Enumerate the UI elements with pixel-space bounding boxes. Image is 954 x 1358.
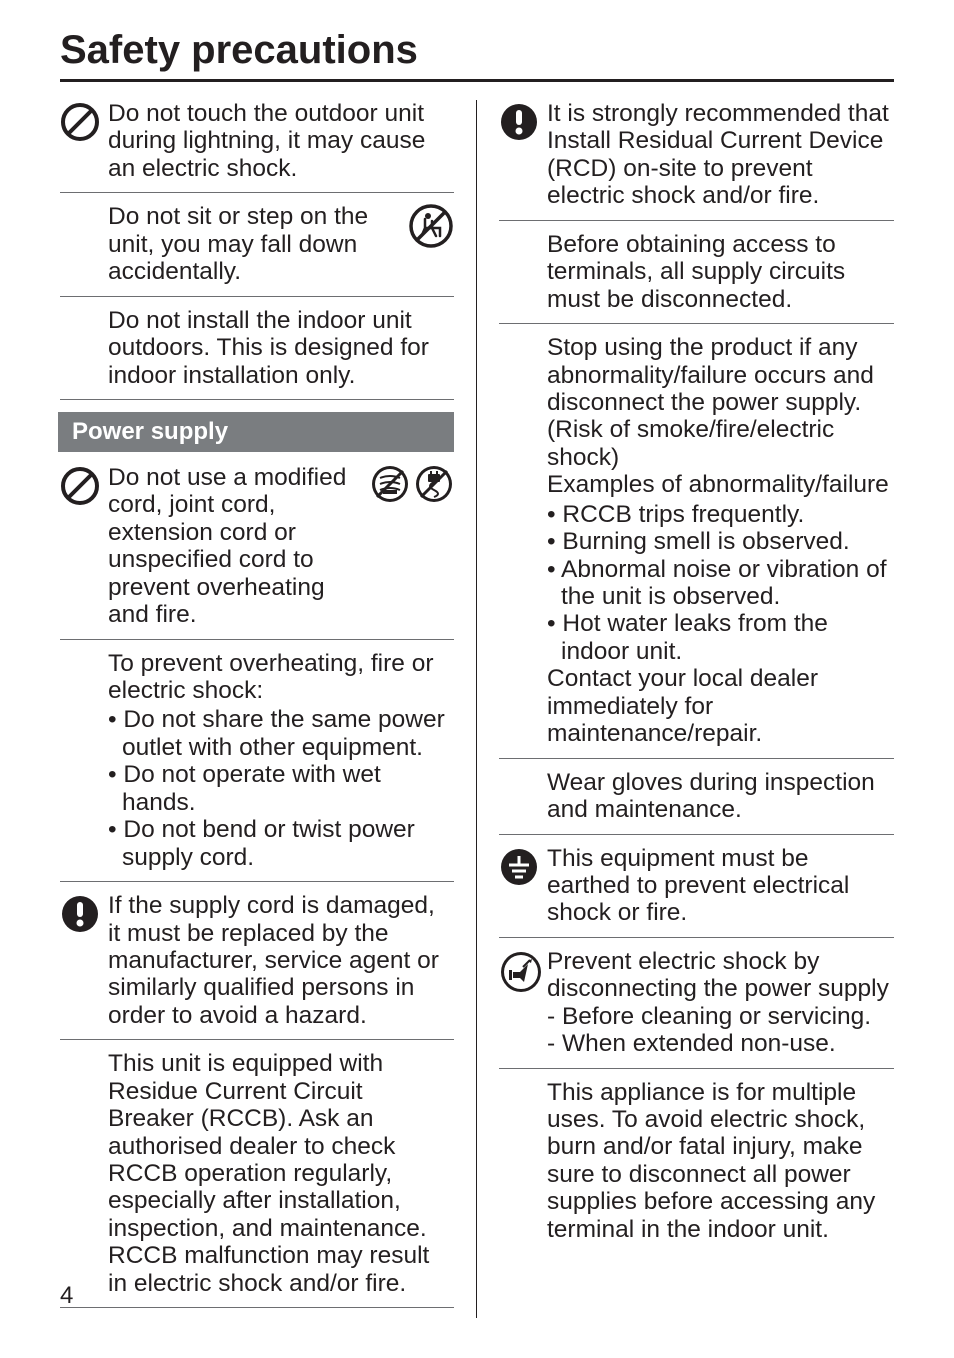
no-sit-icon <box>402 203 454 249</box>
item-after: Contact your local dealer immediately fo… <box>547 665 818 747</box>
safety-item: Do not use a modified cord, joint cord, … <box>60 464 454 640</box>
item-text: To prevent overheating, fire or electric… <box>108 650 454 872</box>
cord-icons <box>364 464 454 504</box>
safety-item: Before obtaining access to terminals, al… <box>499 231 894 324</box>
safety-item: To prevent overheating, fire or electric… <box>60 650 454 883</box>
item-text: Prevent electric shock by disconnecting … <box>547 948 894 1058</box>
safety-item: This appliance is for multiple uses. To … <box>499 1079 894 1254</box>
icon-placeholder <box>60 1050 108 1052</box>
icon-placeholder <box>499 1079 547 1081</box>
safety-item: Do not sit or step on the unit, you may … <box>60 203 454 296</box>
safety-item: If the supply cord is damaged, it must b… <box>60 892 454 1040</box>
caution-icon <box>499 100 547 142</box>
bullet-list: RCCB trips frequently. Burning smell is … <box>547 501 892 666</box>
item-text: Stop using the product if any abnormalit… <box>547 334 894 748</box>
caution-icon <box>60 892 108 934</box>
bullet-item: RCCB trips frequently. <box>547 501 892 528</box>
safety-item: It is strongly recommended that Install … <box>499 100 894 221</box>
bullet-item: Do not operate with wet hands. <box>108 761 452 816</box>
item-text: If the supply cord is damaged, it must b… <box>108 892 454 1029</box>
bullet-item: Do not bend or twist power supply cord. <box>108 816 452 871</box>
icon-placeholder <box>60 650 108 652</box>
item-text: This unit is equipped with Residue Curre… <box>108 1050 454 1297</box>
item-text: Do not sit or step on the unit, you may … <box>108 203 402 285</box>
dash-item: - Before cleaning or servicing. <box>547 1003 892 1030</box>
safety-item: Do not install the indoor unit outdoors.… <box>60 307 454 400</box>
page-number: 4 <box>60 1282 73 1310</box>
icon-placeholder <box>60 307 108 309</box>
safety-item: Stop using the product if any abnormalit… <box>499 334 894 759</box>
earth-icon <box>499 845 547 887</box>
item-lead: Prevent electric shock by disconnecting … <box>547 948 889 1002</box>
left-column: Do not touch the outdoor unit during lig… <box>60 100 477 1318</box>
bullet-item: Hot water leaks from the indoor unit. <box>547 610 892 665</box>
safety-item: Wear gloves during inspection and mainte… <box>499 769 894 835</box>
item-lead: To prevent overheating, fire or electric… <box>108 650 434 704</box>
page-title: Safety precautions <box>60 28 894 82</box>
item-text: Before obtaining access to terminals, al… <box>547 231 894 313</box>
item-text: Wear gloves during inspection and mainte… <box>547 769 894 824</box>
item-text: Do not touch the outdoor unit during lig… <box>108 100 454 182</box>
icon-placeholder <box>499 334 547 336</box>
item-lead: Stop using the product if any abnormalit… <box>547 334 874 471</box>
safety-item: This unit is equipped with Residue Curre… <box>60 1050 454 1308</box>
item-text: Do not use a modified cord, joint cord, … <box>108 464 364 629</box>
safety-item: Do not touch the outdoor unit during lig… <box>60 100 454 193</box>
icon-placeholder <box>499 769 547 771</box>
bullet-list: Do not share the same power outlet with … <box>108 706 452 871</box>
prohibit-icon <box>60 464 108 506</box>
bullet-item: Abnormal noise or vibration of the unit … <box>547 556 892 611</box>
section-header-power-supply: Power supply <box>58 412 454 452</box>
item-text: This appliance is for multiple uses. To … <box>547 1079 894 1244</box>
item-text: Do not install the indoor unit outdoors.… <box>108 307 454 389</box>
safety-item: Prevent electric shock by disconnecting … <box>499 948 894 1069</box>
content-columns: Do not touch the outdoor unit during lig… <box>60 100 894 1318</box>
prohibit-icon <box>60 100 108 142</box>
bullet-item: Do not share the same power outlet with … <box>108 706 452 761</box>
dash-item: - When extended non-use. <box>547 1030 892 1057</box>
item-text: This equipment must be earthed to preven… <box>547 845 894 927</box>
dash-list: - Before cleaning or servicing. - When e… <box>547 1003 892 1058</box>
item-sub: Examples of abnormality/failure <box>547 471 889 498</box>
icon-placeholder <box>499 231 547 233</box>
icon-placeholder <box>60 203 108 205</box>
right-column: It is strongly recommended that Install … <box>477 100 894 1318</box>
plug-icon <box>499 948 547 994</box>
safety-item: This equipment must be earthed to preven… <box>499 845 894 938</box>
bullet-item: Burning smell is observed. <box>547 528 892 555</box>
item-text: It is strongly recommended that Install … <box>547 100 894 210</box>
